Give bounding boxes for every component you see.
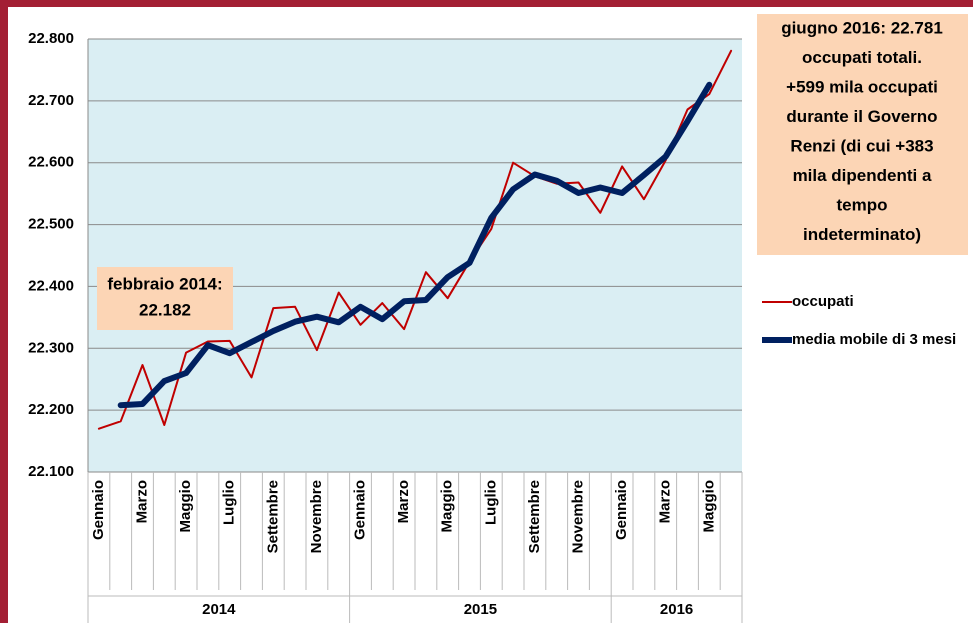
- x-tick-label: Novembre: [308, 480, 325, 553]
- y-tick-label: 22.300: [28, 339, 74, 356]
- x-tick-label: Gennaio: [351, 480, 368, 540]
- year-label: 2014: [202, 601, 236, 618]
- legend-label: occupati: [792, 293, 854, 310]
- x-tick-label: Gennaio: [90, 480, 107, 540]
- y-tick-label: 22.100: [28, 463, 74, 480]
- y-tick-label: 22.400: [28, 277, 74, 294]
- annotation-text: durante il Governo: [786, 107, 937, 126]
- y-tick-label: 22.600: [28, 154, 74, 171]
- legend-label: media mobile di 3 mesi: [792, 331, 956, 348]
- annotation-text: Renzi (di cui +383: [790, 136, 933, 155]
- x-tick-label: Maggio: [177, 480, 194, 533]
- x-tick-label: Maggio: [439, 480, 456, 533]
- frame-left: [0, 0, 8, 623]
- series-line: [117, 81, 713, 409]
- x-tick-label: Novembre: [569, 480, 586, 553]
- x-tick-label: Marzo: [395, 480, 412, 523]
- x-tick-label: Marzo: [133, 480, 150, 523]
- plot-area: [88, 39, 742, 472]
- annotation-text: indeterminato): [803, 225, 921, 244]
- year-label: 2016: [660, 601, 693, 618]
- x-tick-label: Settembre: [526, 480, 543, 553]
- x-tick-label: Settembre: [264, 480, 281, 553]
- annotation-text: giugno 2016: 22.781: [781, 18, 943, 37]
- y-tick-label: 22.700: [28, 92, 74, 109]
- annotation-text: occupati totali.: [802, 48, 922, 67]
- x-tick-label: Luglio: [482, 480, 499, 525]
- annotation-box: [757, 14, 968, 255]
- x-tick-label: Gennaio: [613, 480, 630, 540]
- annotation-text: febbraio 2014:: [107, 274, 222, 293]
- annotation-text: +599 mila occupati: [786, 77, 938, 96]
- frame-top: [0, 0, 973, 7]
- annotation-box: [97, 267, 233, 330]
- x-tick-label: Maggio: [700, 480, 717, 533]
- x-tick-label: Marzo: [657, 480, 674, 523]
- annotation-text: mila dipendenti a: [793, 166, 932, 185]
- annotation-text: 22.182: [139, 300, 191, 319]
- annotation-text: tempo: [837, 195, 888, 214]
- y-tick-label: 22.800: [28, 30, 74, 47]
- y-tick-label: 22.500: [28, 216, 74, 233]
- x-tick-label: Luglio: [221, 480, 238, 525]
- y-tick-label: 22.200: [28, 401, 74, 418]
- year-label: 2015: [464, 601, 497, 618]
